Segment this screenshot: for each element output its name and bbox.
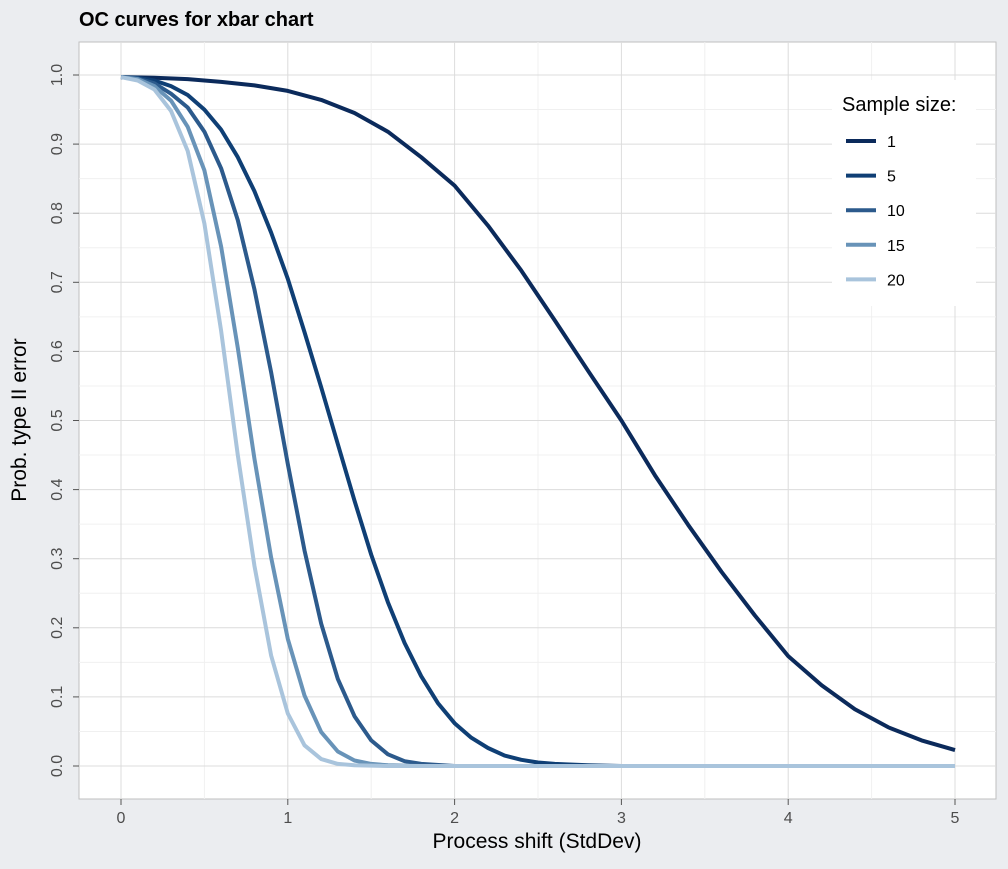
y-tick-label: 0.9	[49, 133, 66, 155]
legend-title: Sample size:	[842, 94, 957, 116]
x-tick-label: 5	[951, 810, 960, 827]
x-axis-title: Process shift (StdDev)	[433, 830, 642, 853]
legend-label-20: 20	[887, 272, 905, 289]
x-tick-label: 0	[117, 810, 126, 827]
y-tick-label: 0.4	[49, 478, 66, 500]
y-axis-title: Prob. type II error	[8, 338, 31, 501]
minor-gridlines	[79, 42, 996, 799]
y-tick-label: 0.5	[49, 409, 66, 431]
legend-label-10: 10	[887, 203, 905, 220]
legend-background	[832, 80, 976, 306]
y-tick-label: 1.0	[49, 64, 66, 86]
series-lines	[120, 75, 956, 768]
x-tick-label: 1	[283, 810, 292, 827]
series-line-5	[120, 75, 955, 768]
chart-title: OC curves for xbar chart	[79, 9, 314, 31]
y-tick-label: 0.8	[49, 202, 66, 224]
legend-label-15: 15	[887, 238, 905, 255]
x-tick-label: 4	[784, 810, 793, 827]
y-tick-label: 0.2	[49, 617, 66, 639]
x-tick-label: 3	[617, 810, 626, 827]
legend-label-1: 1	[887, 134, 896, 151]
y-tick-label: 0.1	[49, 686, 66, 708]
y-tick-label: 0.6	[49, 340, 66, 362]
series-line-20	[120, 75, 955, 768]
y-axis-ticks: 0.0 0.1 0.2 0.3 0.4 0.5 0.6 0.7 0.8 0.9 1.0	[49, 64, 79, 777]
y-tick-label: 0.3	[49, 547, 66, 569]
x-tick-label: 2	[450, 810, 459, 827]
y-tick-label: 0.0	[49, 755, 66, 777]
y-tick-label: 0.7	[49, 271, 66, 293]
legend-label-5: 5	[887, 169, 896, 186]
x-axis-ticks: 0 1 2 3 4 5	[117, 799, 960, 827]
series-line-1	[120, 75, 956, 753]
series-line-10	[120, 75, 955, 768]
